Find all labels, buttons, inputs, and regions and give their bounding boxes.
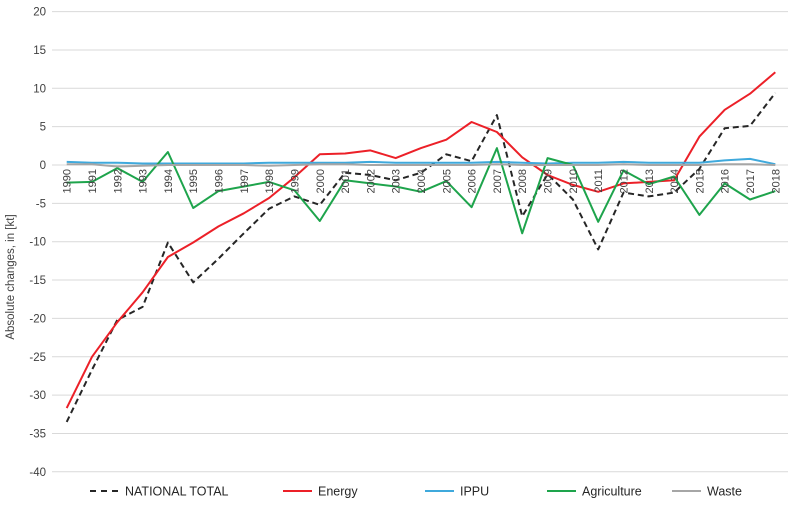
x-tick-text-1990: 1990	[62, 169, 74, 193]
x-tick-text-2014: 2014	[669, 169, 681, 193]
series-line-ippu	[66, 157, 776, 166]
y-tick-label-15: 15	[33, 45, 46, 57]
x-tick-label-2001: 2001	[340, 169, 352, 193]
x-tick-text-2017: 2017	[745, 169, 757, 193]
x-tick-text-2000: 2000	[315, 169, 327, 193]
y-tick-label--15: -15	[29, 275, 46, 287]
x-tick-text-1998: 1998	[264, 169, 276, 193]
y-tick-label--25: -25	[29, 352, 46, 364]
x-tick-label-2004: 2004	[416, 169, 428, 193]
x-tick-text-1994: 1994	[163, 169, 175, 193]
y-tick-label--20: -20	[29, 313, 46, 325]
x-tick-label-2009: 2009	[543, 169, 555, 193]
x-tick-label-2006: 2006	[467, 169, 479, 193]
x-tick-label-1993: 1993	[138, 169, 150, 193]
x-tick-text-1991: 1991	[87, 169, 99, 193]
x-tick-text-2004: 2004	[416, 169, 428, 193]
y-tick-label--10: -10	[29, 237, 46, 249]
x-tick-label-2011: 2011	[593, 169, 605, 193]
x-tick-text-2018: 2018	[770, 169, 782, 193]
x-tick-text-2005: 2005	[441, 169, 453, 193]
legend-label-agriculture: Agriculture	[582, 485, 642, 499]
x-tick-label-2007: 2007	[492, 169, 504, 193]
y-tick-label-20: 20	[33, 7, 46, 19]
legend-label-national-total: NATIONAL TOTAL	[125, 485, 229, 499]
x-tick-text-2009: 2009	[543, 169, 555, 193]
series-line-agriculture	[66, 147, 776, 235]
x-tick-label-1992: 1992	[112, 169, 124, 193]
y-tick-label-0: 0	[40, 160, 46, 172]
x-tick-label-2014: 2014	[669, 169, 681, 193]
x-tick-label-2005: 2005	[441, 169, 453, 193]
y-axis-title: Absolute changes, in [kt]	[5, 214, 17, 339]
x-tick-text-1999: 1999	[289, 169, 301, 193]
x-tick-text-1992: 1992	[112, 169, 124, 193]
x-tick-text-2016: 2016	[720, 169, 732, 193]
x-tick-text-1996: 1996	[214, 169, 226, 193]
y-tick-label--30: -30	[29, 390, 46, 402]
x-tick-text-2013: 2013	[644, 169, 656, 193]
x-tick-text-2015: 2015	[694, 169, 706, 193]
x-tick-label-2018: 2018	[770, 169, 782, 193]
x-tick-label-2008: 2008	[517, 169, 529, 193]
y-tick-label-10: 10	[33, 83, 46, 95]
legend-label-energy: Energy	[318, 485, 358, 499]
legend-item-energy: Energy	[283, 485, 358, 499]
series-line-national-total	[65, 92, 777, 423]
x-tick-label-2003: 2003	[391, 169, 403, 193]
x-tick-label-2015: 2015	[694, 169, 706, 193]
x-tick-label-2012: 2012	[618, 169, 630, 193]
x-tick-label-1995: 1995	[188, 169, 200, 193]
y-tick-label--5: -5	[36, 198, 46, 210]
y-tick-label--35: -35	[29, 428, 46, 440]
x-tick-text-2002: 2002	[365, 169, 377, 193]
x-tick-label-2010: 2010	[568, 169, 580, 193]
x-tick-label-1997: 1997	[239, 169, 251, 193]
x-tick-label-2013: 2013	[644, 169, 656, 193]
legend-item-agriculture: Agriculture	[547, 485, 642, 499]
x-tick-text-1997: 1997	[239, 169, 251, 193]
x-tick-text-2012: 2012	[618, 169, 630, 193]
legend-item-ippu: IPPU	[425, 485, 489, 499]
x-tick-text-2001: 2001	[340, 169, 352, 193]
x-tick-label-1999: 1999	[289, 169, 301, 193]
x-tick-label-2000: 2000	[315, 169, 327, 193]
x-tick-label-1991: 1991	[87, 169, 99, 193]
x-tick-label-2016: 2016	[720, 169, 732, 193]
x-tick-label-1994: 1994	[163, 169, 175, 193]
x-tick-text-2010: 2010	[568, 169, 580, 193]
x-tick-text-1995: 1995	[188, 169, 200, 193]
legend-label-waste: Waste	[707, 485, 742, 499]
x-tick-text-2006: 2006	[467, 169, 479, 193]
legend-item-waste: Waste	[672, 485, 742, 499]
y-tick-label-5: 5	[40, 122, 46, 134]
x-tick-label-1996: 1996	[214, 169, 226, 193]
x-tick-text-2003: 2003	[391, 169, 403, 193]
series-line-waste	[66, 163, 776, 168]
x-tick-text-2008: 2008	[517, 169, 529, 193]
x-tick-text-2011: 2011	[593, 169, 605, 193]
legend-label-ippu: IPPU	[460, 485, 489, 499]
x-tick-text-2007: 2007	[492, 169, 504, 193]
x-tick-text-1993: 1993	[138, 169, 150, 193]
x-tick-label-1998: 1998	[264, 169, 276, 193]
x-tick-label-1990: 1990	[62, 169, 74, 193]
legend-item-national-total: NATIONAL TOTAL	[90, 485, 229, 499]
x-tick-label-2002: 2002	[365, 169, 377, 193]
x-tick-label-2017: 2017	[745, 169, 757, 193]
y-tick-label--40: -40	[29, 467, 46, 479]
